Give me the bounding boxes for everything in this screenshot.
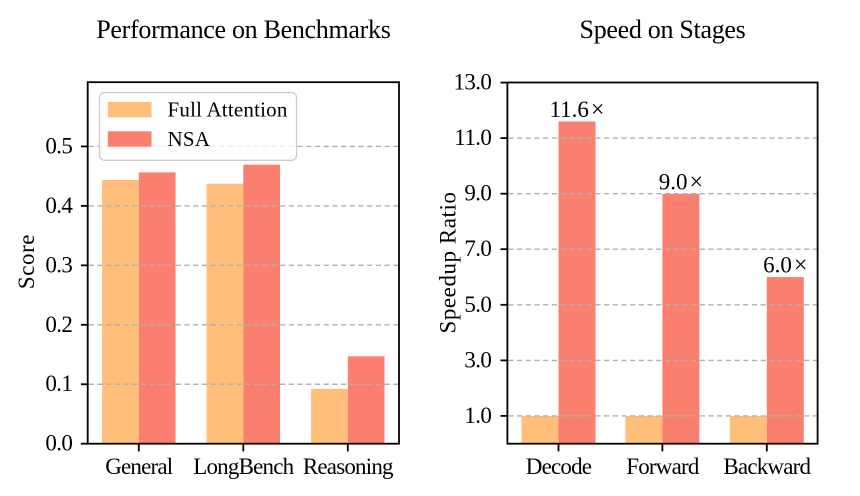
- svg-text:11.0: 11.0: [454, 125, 491, 150]
- svg-text:0.1: 0.1: [45, 371, 72, 396]
- svg-text:0.4: 0.4: [45, 193, 73, 218]
- svg-text:11.6×: 11.6×: [550, 97, 605, 123]
- svg-text:5.0: 5.0: [464, 292, 491, 317]
- svg-text:0.5: 0.5: [45, 134, 72, 159]
- svg-text:Reasoning: Reasoning: [303, 454, 394, 479]
- svg-text:13.0: 13.0: [453, 70, 491, 95]
- svg-text:Decode: Decode: [526, 454, 592, 479]
- svg-text:Performance on Benchmarks: Performance on Benchmarks: [96, 15, 390, 44]
- svg-text:1.0: 1.0: [464, 403, 491, 428]
- svg-text:Speedup Ratio: Speedup Ratio: [435, 192, 460, 334]
- svg-text:9.0: 9.0: [464, 181, 491, 206]
- svg-text:0.0: 0.0: [45, 431, 72, 456]
- svg-text:9.0×: 9.0×: [659, 169, 703, 195]
- svg-text:LongBench: LongBench: [193, 454, 294, 479]
- svg-text:Forward: Forward: [626, 454, 700, 479]
- svg-text:0.3: 0.3: [45, 252, 72, 277]
- svg-text:Backward: Backward: [723, 454, 811, 479]
- svg-text:Full Attention: Full Attention: [168, 98, 288, 122]
- svg-text:3.0: 3.0: [464, 347, 491, 372]
- svg-text:NSA: NSA: [168, 127, 211, 151]
- svg-text:6.0×: 6.0×: [763, 252, 807, 278]
- svg-text:0.2: 0.2: [45, 312, 72, 337]
- svg-text:Score: Score: [14, 234, 39, 289]
- svg-text:7.0: 7.0: [464, 236, 491, 261]
- svg-text:General: General: [105, 454, 173, 479]
- svg-text:Speed on Stages: Speed on Stages: [580, 15, 746, 44]
